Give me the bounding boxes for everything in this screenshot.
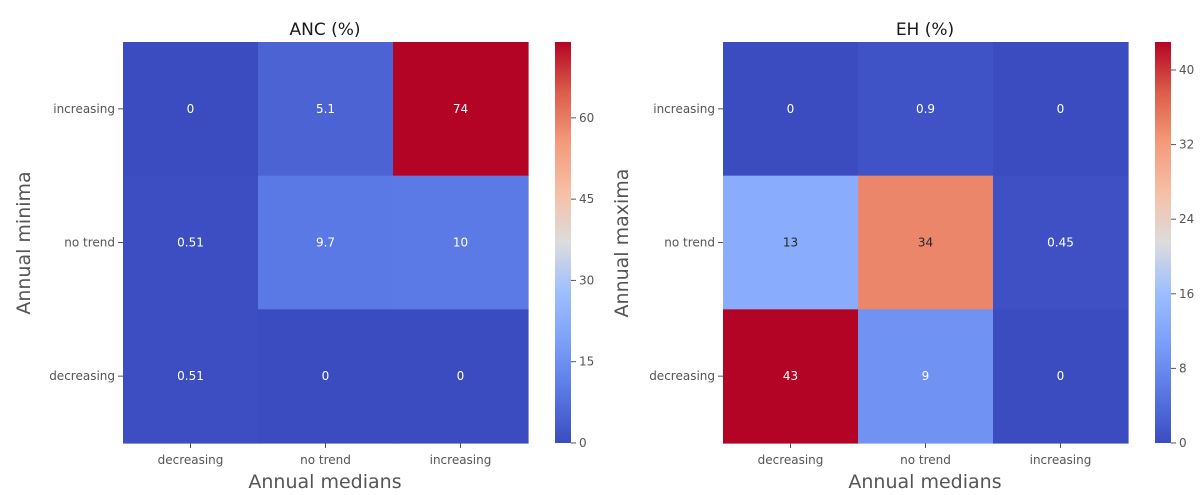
x-tick-label: no trend	[300, 453, 351, 467]
colorbar-tick-label: 60	[579, 111, 594, 125]
heatmap-cell	[123, 309, 259, 444]
heatmap-cell	[393, 42, 529, 177]
colorbar-tick-label: 40	[1179, 63, 1194, 77]
colorbar-gradient	[555, 42, 571, 443]
y-tick-labels: increasing no trend decreasing	[49, 102, 123, 383]
colorbar-tick-label: 16	[1179, 287, 1194, 301]
x-tick-labels: decreasing no trend increasing	[158, 443, 492, 467]
colorbar-tick-label: 0	[579, 436, 587, 450]
heatmap-cell	[393, 175, 529, 310]
x-tick-label: decreasing	[158, 453, 224, 467]
cell-value-label: 74	[453, 102, 468, 116]
cell-value-label: 0	[1057, 369, 1065, 383]
heatmap-panel-anc: ANC (%) Annual medians Annual minima 0 5.…	[13, 20, 594, 493]
x-axis-label: Annual medians	[248, 471, 401, 493]
colorbar-tick-label: 30	[579, 273, 594, 287]
cell-value-label: 0	[187, 102, 195, 116]
cell-value-label: 0	[1057, 102, 1065, 116]
colorbar-gradient	[1155, 42, 1171, 443]
heatmap-cells: 0 5.1 74 0.51 9.7 10 0.51 0 0	[123, 42, 529, 444]
x-tick-label: no trend	[900, 453, 951, 467]
cell-value-label: 0	[787, 102, 795, 116]
colorbar-ticks: 0 8 16 24 32 40	[1171, 63, 1194, 450]
cell-value-label: 9.7	[316, 236, 335, 250]
colorbar-tick-label: 0	[1179, 436, 1187, 450]
x-tick-label: increasing	[430, 453, 492, 467]
heatmap-cell	[858, 309, 994, 444]
colorbar-tick-label: 24	[1179, 212, 1194, 226]
y-axis-label: Annual maxima	[611, 169, 633, 318]
x-tick-label: increasing	[1030, 453, 1092, 467]
chart-title: ANC (%)	[289, 20, 360, 40]
colorbar: 0 15 30 45 60	[555, 42, 594, 450]
cell-value-label: 0	[457, 369, 465, 383]
heatmap-panel-eh: EH (%) Annual medians Annual maxima 0 0.9…	[611, 20, 1194, 493]
y-tick-labels: increasing no trend decreasing	[649, 102, 723, 383]
colorbar-ticks: 0 15 30 45 60	[571, 111, 594, 450]
x-axis-label: Annual medians	[848, 471, 1001, 493]
cell-value-label: 0.9	[916, 102, 935, 116]
heatmap-cell	[993, 309, 1129, 444]
cell-value-label: 0.51	[177, 369, 204, 383]
cell-value-label: 43	[783, 369, 798, 383]
cell-value-label: 0.45	[1047, 236, 1074, 250]
heatmap-cell	[258, 175, 394, 310]
heatmap-cell	[723, 175, 859, 310]
heatmap-cell	[123, 42, 259, 177]
y-tick-label: decreasing	[649, 369, 715, 383]
heatmap-cell	[723, 309, 859, 444]
y-tick-label: increasing	[653, 102, 715, 116]
cell-value-label: 34	[918, 236, 933, 250]
cell-value-label: 0.51	[177, 236, 204, 250]
heatmap-cell	[858, 175, 994, 310]
heatmap-cell	[723, 42, 859, 177]
colorbar-tick-label: 45	[579, 192, 594, 206]
y-tick-label: no trend	[64, 236, 115, 250]
y-axis-label: Annual minima	[13, 171, 35, 314]
heatmap-cells: 0 0.9 0 13 34 0.45 43 9 0	[723, 42, 1129, 444]
cell-value-label: 5.1	[316, 102, 335, 116]
cell-value-label: 9	[922, 369, 930, 383]
colorbar-tick-label: 8	[1179, 361, 1187, 375]
heatmap-cell	[258, 42, 394, 177]
heatmap-cell	[123, 175, 259, 310]
y-tick-label: increasing	[53, 102, 115, 116]
heatmap-cell	[858, 42, 994, 177]
x-tick-labels: decreasing no trend increasing	[758, 443, 1092, 467]
cell-value-label: 10	[453, 236, 468, 250]
colorbar-tick-label: 32	[1179, 138, 1194, 152]
heatmap-cell	[393, 309, 529, 444]
cell-value-label: 13	[783, 236, 798, 250]
colorbar: 0 8 16 24 32 40	[1155, 42, 1194, 450]
heatmap-cell	[993, 175, 1129, 310]
heatmap-cell	[258, 309, 394, 444]
chart-title: EH (%)	[896, 20, 954, 40]
y-tick-label: decreasing	[49, 369, 115, 383]
heatmap-cell	[993, 42, 1129, 177]
y-tick-label: no trend	[664, 236, 715, 250]
x-tick-label: decreasing	[758, 453, 824, 467]
colorbar-tick-label: 15	[579, 355, 594, 369]
cell-value-label: 0	[322, 369, 330, 383]
